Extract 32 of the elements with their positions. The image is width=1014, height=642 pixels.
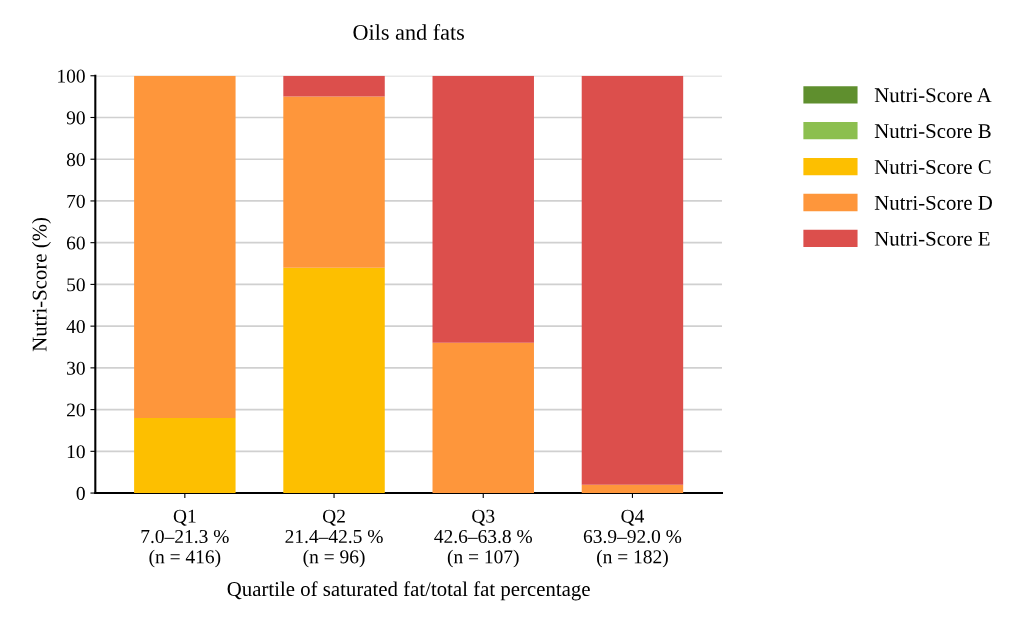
- bar: [134, 417, 236, 494]
- x-tick-label: Q3 42.6–63.8 % (n = 107): [434, 509, 532, 568]
- chart-title: Oils and fats: [353, 24, 464, 40]
- x-axis-title: Quartile of saturated fat/total fat percentage: [227, 581, 590, 601]
- bar: [283, 75, 385, 97]
- y-tick-label: 0: [76, 486, 85, 500]
- x-tick-label: Q2 21.4–42.5 % (n = 96): [285, 509, 383, 568]
- x-tick-label: Q4 63.9–92.0 % (n = 182): [583, 509, 682, 568]
- bar: [581, 75, 684, 485]
- bar: [432, 75, 534, 343]
- y-tick-label: 30: [67, 361, 85, 375]
- x-tick-label: Q1 7.0–21.3 % (n = 416): [141, 509, 229, 568]
- y-tick-label: 40: [66, 319, 85, 334]
- bar: [134, 75, 236, 418]
- bar: [581, 484, 684, 494]
- y-tick-label: 100: [58, 69, 85, 83]
- legend-label: Nutri-Score E: [874, 231, 990, 246]
- y-tick-label: 70: [67, 194, 85, 208]
- bar: [432, 342, 534, 494]
- legend-label: Nutri-Score D: [874, 195, 992, 210]
- bar: [283, 267, 385, 494]
- bar: [283, 96, 385, 268]
- y-tick-label: 60: [66, 236, 85, 250]
- y-tick-label: 20: [67, 403, 85, 417]
- legend-label: Nutri-Score C: [874, 159, 991, 174]
- legend-label: Nutri-Score A: [874, 88, 992, 103]
- y-tick-label: 90: [66, 111, 85, 125]
- y-axis-title: Nutri-Score (%): [31, 217, 51, 352]
- legend-label: Nutri-Score B: [874, 124, 991, 139]
- y-tick-label: 80: [66, 153, 85, 167]
- y-tick-label: 10: [67, 445, 85, 459]
- y-tick-label: 50: [67, 278, 85, 292]
